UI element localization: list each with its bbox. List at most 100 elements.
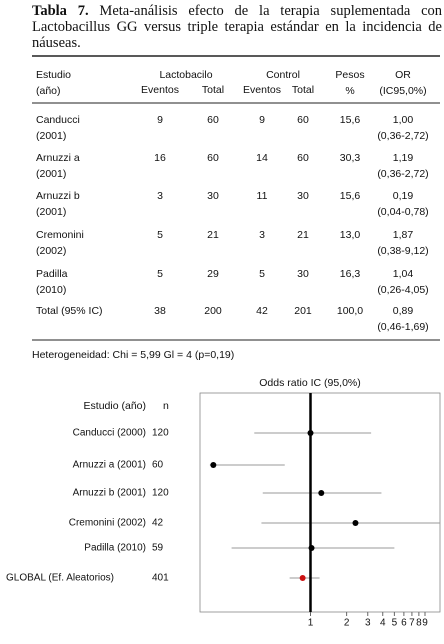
footnote: Heterogeneidad: Chi = 5,99 Gl = 4 (p=0,1… bbox=[32, 349, 234, 361]
table-cell: 14 bbox=[256, 152, 268, 164]
study-label: Canducci (2000) bbox=[73, 428, 146, 439]
table-cell: 1,00 bbox=[393, 114, 414, 126]
column-header: OR bbox=[395, 69, 411, 81]
table-cell: 13,0 bbox=[340, 229, 361, 241]
table-cell: 5 bbox=[259, 268, 265, 280]
caption-label: Tabla 7. bbox=[32, 3, 89, 19]
x-tick-label: 7 bbox=[409, 618, 415, 629]
table-cell: Arnuzzi a bbox=[36, 152, 80, 164]
study-label: Arnuzzi b (2001) bbox=[73, 488, 146, 499]
table-cell: (0,26-4,05) bbox=[377, 284, 428, 296]
study-label: GLOBAL (Ef. Aleatorios) bbox=[6, 573, 114, 584]
plot-frame bbox=[199, 392, 441, 613]
table-cell: 60 bbox=[207, 114, 219, 126]
plot-title: Odds ratio IC (95,0%) bbox=[259, 377, 361, 389]
table-cell: (2001) bbox=[36, 168, 66, 180]
x-tick-label: 5 bbox=[392, 618, 398, 629]
x-tick-label: 1 bbox=[308, 618, 314, 629]
table-cell: 38 bbox=[154, 305, 166, 317]
table-cell: 9 bbox=[157, 114, 163, 126]
study-n: 120 bbox=[152, 488, 169, 499]
table-cell: 16 bbox=[154, 152, 166, 164]
x-tick-label: 3 bbox=[365, 618, 371, 629]
table-cell: (2001) bbox=[36, 130, 66, 142]
x-tick-label: 9 bbox=[422, 618, 428, 629]
table-cell: 42 bbox=[256, 305, 268, 317]
table-cell: 15,6 bbox=[340, 190, 361, 202]
table-cell: 60 bbox=[207, 152, 219, 164]
study-n: 59 bbox=[152, 543, 164, 554]
table-cell: 30 bbox=[207, 190, 219, 202]
or-point bbox=[210, 462, 217, 468]
table-cell: 0,19 bbox=[393, 190, 414, 202]
table-cell: Padilla bbox=[36, 268, 68, 280]
table-cell: 5 bbox=[157, 229, 163, 241]
table-cell: 1,04 bbox=[393, 268, 414, 280]
study-label: Padilla (2010) bbox=[84, 543, 146, 554]
group-header: Control bbox=[266, 69, 300, 81]
column-header: Estudio bbox=[36, 69, 71, 81]
table-cell: 30 bbox=[297, 268, 309, 280]
table-cell: 21 bbox=[207, 229, 219, 241]
table-cell: 30,3 bbox=[340, 152, 361, 164]
table-cell: 3 bbox=[259, 229, 265, 241]
table-cell: 5 bbox=[157, 268, 163, 280]
x-tick-label: 2 bbox=[344, 618, 350, 629]
or-point bbox=[299, 575, 306, 581]
table-cell: (0,36-2,72) bbox=[377, 168, 428, 180]
study-n: 42 bbox=[152, 518, 164, 529]
study-label: Cremonini (2002) bbox=[69, 518, 146, 529]
table-cell: 15,6 bbox=[340, 114, 361, 126]
or-point bbox=[352, 520, 359, 526]
table-cell: 200 bbox=[204, 305, 222, 317]
column-header: Eventos bbox=[243, 84, 281, 96]
table-cell: 100,0 bbox=[337, 305, 363, 317]
table-cell: 201 bbox=[294, 305, 312, 317]
table-cell: 60 bbox=[297, 114, 309, 126]
column-header: % bbox=[345, 85, 354, 97]
table-cell: 11 bbox=[257, 190, 268, 202]
caption-text: Meta-análisis efecto de la terapia suple… bbox=[32, 3, 443, 51]
table-cell: Cremonini bbox=[36, 229, 84, 241]
table-cell: Total (95% IC) bbox=[36, 305, 103, 317]
table-cell: 3 bbox=[157, 190, 163, 202]
or-point bbox=[318, 490, 325, 496]
table-cell: 30 bbox=[297, 190, 309, 202]
column-header: Eventos bbox=[141, 84, 179, 96]
column-header: Total bbox=[292, 84, 314, 96]
table-cell: 1,87 bbox=[393, 229, 414, 241]
table-cell: Arnuzzi b bbox=[36, 190, 80, 202]
table-cell: 1,19 bbox=[393, 152, 414, 164]
table-cell: 16,3 bbox=[340, 268, 361, 280]
table-cell: 21 bbox=[297, 229, 309, 241]
table-cell: (2002) bbox=[36, 245, 66, 257]
caption: Tabla 7. Meta-análisis efecto de la tera… bbox=[32, 3, 442, 51]
column-header: (IC95,0%) bbox=[379, 85, 426, 97]
column-header: n bbox=[163, 400, 169, 412]
column-header: Estudio (año) bbox=[84, 400, 146, 412]
table-cell: Canducci bbox=[36, 114, 80, 126]
study-n: 401 bbox=[152, 573, 169, 584]
table-cell: 60 bbox=[297, 152, 309, 164]
study-n: 120 bbox=[152, 428, 169, 439]
group-header: Lactobacilo bbox=[159, 69, 212, 81]
table-cell: (0,46-1,69) bbox=[377, 321, 428, 333]
table-cell: (0,36-2,72) bbox=[377, 130, 428, 142]
column-header: (año) bbox=[36, 85, 61, 97]
table-cell: (0,38-9,12) bbox=[377, 245, 428, 257]
x-tick-label: 6 bbox=[401, 618, 407, 629]
study-label: Arnuzzi a (2001) bbox=[73, 460, 146, 471]
table-cell: (2010) bbox=[36, 284, 66, 296]
x-tick-label: 8 bbox=[416, 618, 422, 629]
table-cell: 0,89 bbox=[393, 305, 414, 317]
study-n: 60 bbox=[152, 460, 164, 471]
table-cell: (2001) bbox=[36, 206, 66, 218]
column-header: Total bbox=[202, 84, 224, 96]
table-cell: 29 bbox=[207, 268, 219, 280]
table-cell: (0,04-0,78) bbox=[377, 206, 428, 218]
column-header: Pesos bbox=[335, 69, 364, 81]
x-tick-label: 4 bbox=[380, 618, 386, 629]
table-cell: 9 bbox=[259, 114, 265, 126]
